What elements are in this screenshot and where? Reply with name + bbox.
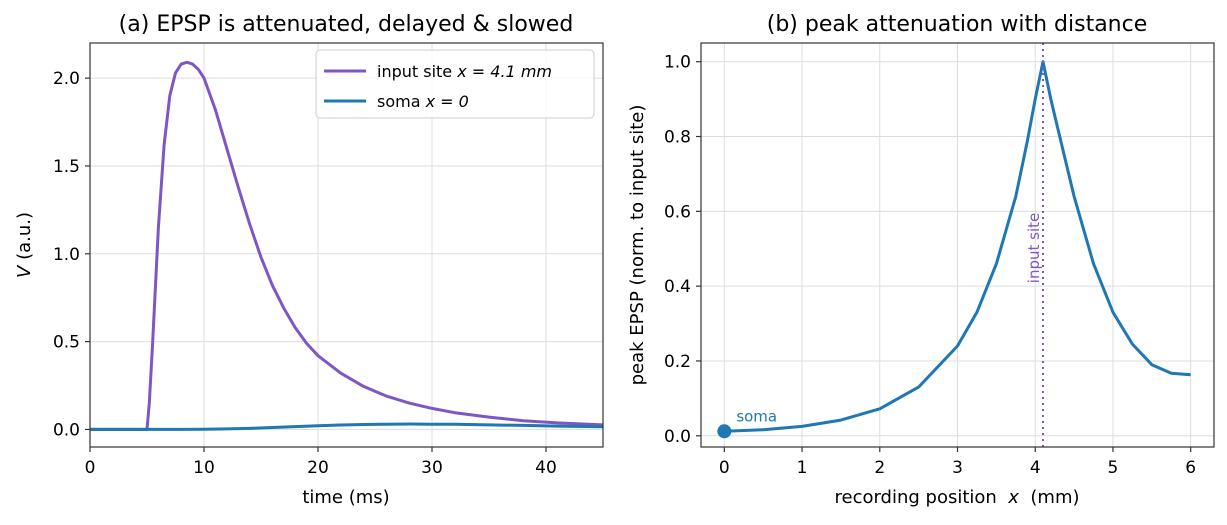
y-tick-label: 0.8 [664, 128, 691, 148]
x-tick-label: 2 [874, 458, 885, 478]
panel-b-title: (b) peak attenuation with distance [767, 12, 1148, 37]
panel-b-ylabel: peak EPSP (norm. to input site) [627, 105, 648, 386]
y-tick-label: 0.0 [53, 420, 80, 440]
x-tick-label: 30 [421, 458, 443, 478]
series-line-1 [90, 422, 603, 431]
x-tick-label: 1 [797, 458, 808, 478]
panel-b: input site soma 0 1 2 3 4 5 6 0.0 0.2 0.4 0.6 0.8 1.0… [627, 12, 1215, 508]
x-tick-label: 6 [1185, 458, 1196, 478]
panel-a: 0 10 20 30 40 0.0 0.5 1.0 1.5 2.0 (a) EPSP is att… [14, 12, 604, 508]
panel-a-series [90, 60, 603, 431]
input-site-label: input site [1025, 213, 1043, 283]
legend-entry-input-site: input site x = 4.1 mm [377, 62, 552, 81]
panel-a-ylabel-rest: (a.u.) [14, 212, 35, 266]
panel-a-xlabel: time (ms) [302, 487, 389, 508]
panel-a-ticks: 0 10 20 30 40 0.0 0.5 1.0 1.5 2.0 [53, 69, 557, 478]
panel-a-title: (a) EPSP is attenuated, delayed & slowed [119, 12, 574, 37]
panel-b-grid [701, 43, 1214, 447]
y-tick-label: 1.0 [664, 53, 691, 73]
legend-box [315, 49, 595, 119]
series-line-0 [724, 60, 1191, 433]
panel-b-series: input site soma [717, 43, 1191, 447]
series-line-0 [90, 60, 603, 431]
x-tick-label: 5 [1108, 458, 1119, 478]
panel-b-xlabel: recording position x (mm) [834, 487, 1079, 508]
y-tick-label: 0.6 [664, 202, 691, 222]
y-tick-label: 2.0 [53, 69, 80, 89]
panel-a-frame [89, 42, 604, 448]
y-tick-label: 0.2 [664, 352, 691, 372]
x-tick-label: 10 [193, 458, 215, 478]
y-tick-label: 0.5 [53, 333, 80, 353]
y-tick-label: 1.0 [53, 245, 80, 265]
y-tick-label: 1.5 [53, 157, 80, 177]
panel-a-ylabel: V (a.u.) [14, 212, 35, 278]
x-tick-label: 20 [307, 458, 329, 478]
x-tick-label: 40 [535, 458, 557, 478]
panel-b-ticks: 0 1 2 3 4 5 6 0.0 0.2 0.4 0.6 0.8 1.0 [664, 53, 1196, 478]
x-tick-label: 4 [1030, 458, 1041, 478]
legend: input site x = 4.1 mm soma x = 0 [315, 49, 595, 119]
y-tick-label: 0.0 [664, 427, 691, 447]
x-tick-label: 0 [719, 458, 730, 478]
y-tick-label: 0.4 [664, 277, 691, 297]
soma-marker [717, 424, 732, 439]
x-tick-label: 3 [952, 458, 963, 478]
soma-label: soma [736, 407, 777, 425]
legend-entry-soma: soma x = 0 [377, 92, 469, 111]
x-tick-label: 0 [85, 458, 96, 478]
panel-a-ylabel-var: V [14, 264, 35, 278]
